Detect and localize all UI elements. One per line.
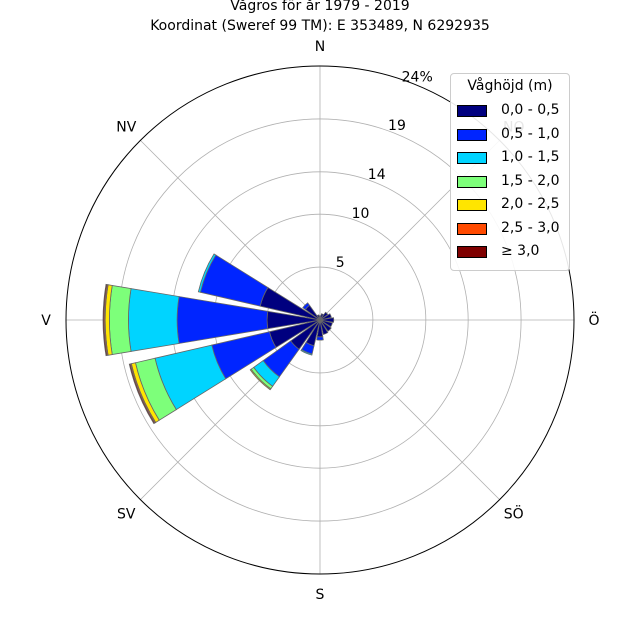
rose-bar-segment: [319, 319, 329, 335]
legend-swatch: [457, 175, 487, 188]
legend-swatch: [457, 152, 487, 164]
radial-tick-label: 19: [388, 118, 406, 134]
chart-title: Vågros för år 1979 - 2019: [230, 0, 410, 14]
radial-tick-label: 14: [368, 167, 386, 183]
direction-label: N: [315, 39, 325, 55]
legend-label: 1,5 - 2,0: [501, 172, 560, 189]
rose-bar-segment: [319, 319, 333, 328]
direction-label: Ö: [588, 311, 599, 329]
direction-label: NV: [116, 119, 136, 135]
angular-gridline: [319, 319, 500, 500]
legend-label: 2,5 - 3,0: [501, 219, 560, 236]
legend-label: 2,0 - 2,5: [501, 196, 560, 212]
legend-swatch: [457, 246, 487, 258]
radial-tick-label: 5: [336, 255, 345, 271]
legend-label: 0,0 - 0,5: [501, 102, 560, 118]
direction-label: SV: [117, 507, 136, 523]
legend-swatch: [457, 128, 487, 141]
rose-bar-segment: [128, 363, 156, 425]
rose-bar-segment: [302, 302, 311, 311]
rose-bar-segment: [319, 311, 329, 321]
legend-label: 1,0 - 1,5: [501, 149, 560, 165]
radial-tick-label: 10: [352, 206, 370, 222]
legend-swatch: [457, 105, 487, 117]
legend-label: ≥ 3,0: [501, 243, 540, 259]
rose-bar-segment: [128, 288, 180, 352]
legend-swatch: [457, 199, 487, 211]
legend-swatch: [457, 222, 487, 235]
rose-bar-segment: [108, 284, 132, 356]
radial-tick-label: 24%: [402, 69, 433, 85]
rose-bar-segment: [319, 317, 335, 323]
rose-bar-segment: [316, 336, 324, 341]
legend: Våghöjd (m) 0,0 - 0,5 0,5 - 1,0 1,0 - 1,5 1…: [450, 73, 570, 271]
rose-bar-segment: [319, 313, 332, 321]
polar-frame: [65, 65, 575, 575]
rose-bar-segment: [197, 253, 217, 293]
angular-gridline: [140, 140, 321, 321]
rose-bar-segment: [102, 283, 108, 357]
direction-label: S: [316, 587, 325, 603]
legend-title: Våghöjd (m): [467, 78, 553, 94]
rose-bar-segment: [319, 319, 332, 332]
rose-bar-segment: [249, 368, 272, 391]
rose-bar-segment: [300, 349, 313, 356]
rose-bar-segment: [316, 314, 321, 321]
chart-subtitle: Koordinat (Sweref 99 TM): E 353489, N 62…: [150, 18, 490, 34]
rose-bars: [102, 253, 335, 425]
legend-label: 0,5 - 1,0: [501, 125, 560, 142]
direction-label: V: [41, 313, 51, 329]
direction-label: SÖ: [504, 505, 524, 523]
